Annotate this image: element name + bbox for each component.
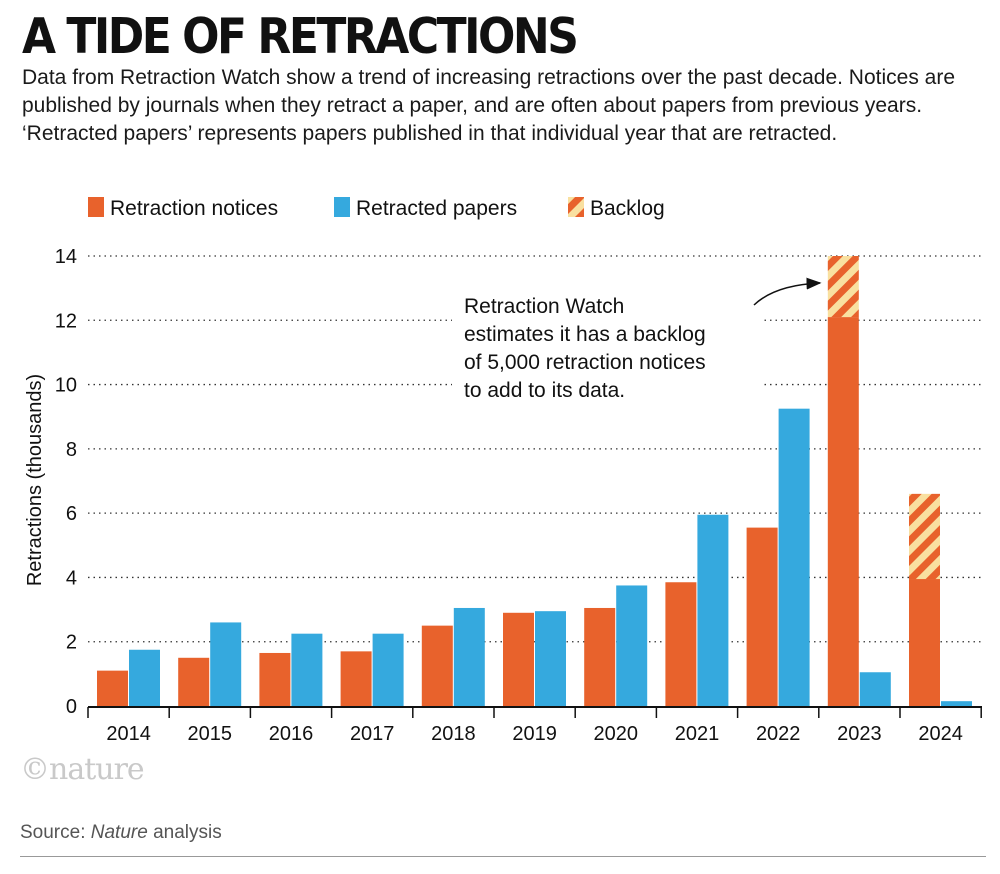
y-tick-label: 0 [66,696,77,718]
legend-label-retracted-papers: Retracted papers [356,197,517,220]
bar-retracted-papers-2021 [697,514,729,706]
y-tick-label: 6 [66,503,77,525]
source-prefix: Source: [20,822,91,843]
annotation-arrow [753,277,822,306]
legend-item-backlog: Backlog [568,197,665,220]
bar-retraction-notices-2020 [584,607,616,706]
annotation-line-4: to add to its data. [464,379,625,402]
bar-retracted-papers-2022 [778,408,810,706]
annotation-line-1: Retraction Watch [464,295,624,318]
legend-label-retraction-notices: Retraction notices [110,197,278,220]
footer-divider [20,856,986,857]
x-tick-label-2015: 2015 [188,723,233,745]
x-tick-label-2020: 2020 [594,723,639,745]
bar-retracted-papers-2019 [535,611,566,706]
x-axis: 2014 2015 2016 2017 2018 2019 2020 2021 2022 2023… [87,706,982,745]
nature-logo: ©nature [20,752,145,787]
bar-retraction-notices-2014 [97,670,128,706]
bar-retraction-notices-2017 [340,651,372,706]
legend-swatch-retracted-papers [334,197,350,217]
bar-retracted-papers-2016 [291,633,323,706]
annotation: Retraction Watch estimates it has a back… [452,277,822,406]
bar-retraction-notices-2018 [421,625,453,706]
legend-label-backlog: Backlog [590,197,665,220]
x-tick-label-2017: 2017 [350,723,395,745]
source-name: Nature [90,822,148,843]
source-suffix: analysis [147,822,222,843]
bar-retracted-papers-2018 [453,607,485,706]
bar-retraction-notices-2015 [178,657,210,706]
bar-retracted-papers-2023 [859,672,891,706]
x-tick-label-2019: 2019 [512,723,557,745]
bar-retracted-papers-2014 [129,649,160,706]
x-tick-label-2023: 2023 [837,723,882,745]
annotation-background [452,288,764,406]
legend-item-retraction-notices: Retraction notices [88,197,278,220]
bar-backlog-2024 [909,493,940,580]
annotation-line-3: of 5,000 retraction notices [464,351,706,374]
x-tick-label-2014: 2014 [106,723,151,745]
chart-subtitle: Data from Retraction Watch show a trend … [22,66,956,145]
bar-retracted-papers-2017 [372,633,404,706]
y-tick-label: 14 [55,246,77,268]
y-tick-label: 2 [66,632,77,654]
x-tick-label-2016: 2016 [269,723,314,745]
x-tick-label-2022: 2022 [756,723,801,745]
bar-retracted-papers-2020 [616,585,648,706]
y-tick-label: 8 [66,439,77,461]
x-tick-label-2021: 2021 [675,723,720,745]
bar-retraction-notices-2022 [746,527,778,706]
bar-retraction-notices-2021 [665,582,697,706]
bars [97,256,972,706]
chart-area: Retraction notices Retracted papers Back… [24,197,982,745]
y-tick-label: 12 [55,310,77,332]
bar-retracted-papers-2024 [941,701,972,706]
chart-title: A TIDE OF RETRACTIONS [22,8,579,66]
x-tick-label-2018: 2018 [431,723,476,745]
source-note: Source: Nature analysis [20,822,222,844]
y-tick-label: 10 [55,375,77,397]
legend-item-retracted-papers: Retracted papers [334,197,517,220]
legend: Retraction notices Retracted papers Back… [88,197,665,220]
legend-swatch-retraction-notices [88,197,104,217]
x-tick-label-2024: 2024 [918,723,963,745]
y-axis-ticks: 0 2 4 6 8 10 12 14 [55,246,77,718]
annotation-line-2: estimates it has a backlog [464,323,706,346]
bar-backlog-2023 [827,256,859,318]
y-tick-label: 4 [66,567,77,589]
bar-retraction-notices-2016 [259,652,291,706]
bar-retraction-notices-2024 [909,579,940,706]
bar-retraction-notices-2023 [827,317,859,706]
y-axis-label: Retractions (thousands) [24,374,46,586]
bar-retracted-papers-2015 [210,622,242,706]
legend-swatch-backlog [568,197,584,217]
bar-retraction-notices-2019 [503,612,534,706]
